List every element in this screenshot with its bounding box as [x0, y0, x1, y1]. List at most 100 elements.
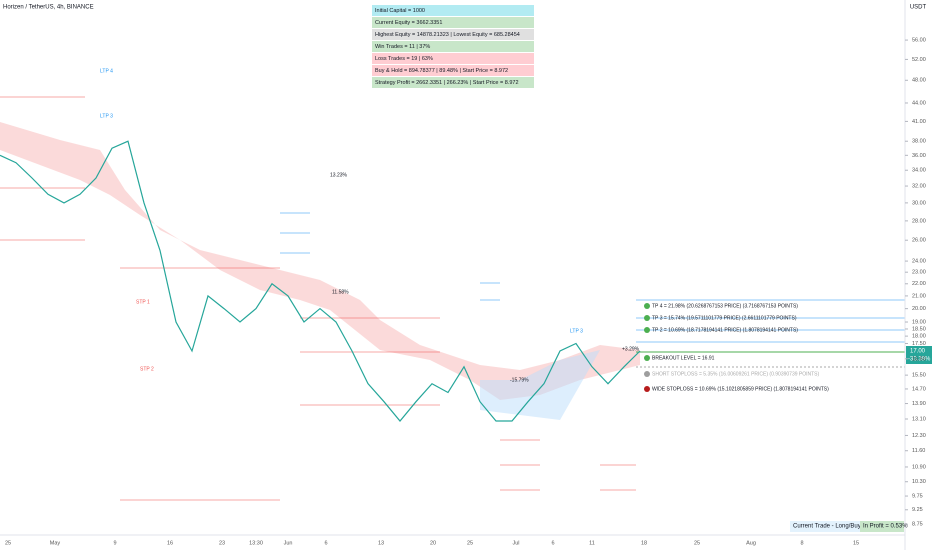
tp-label: WIDE STOPLOSS = 10.69% (15.1021805859 PR… — [652, 386, 829, 392]
y-tick-label: 12.30 — [912, 433, 926, 439]
x-tick-label: 18 — [641, 540, 647, 546]
y-tick-label: 8.75 — [912, 522, 923, 528]
x-tick-label: 16 — [167, 540, 173, 546]
target-lines — [280, 212, 905, 343]
y-tick-label: 9.25 — [912, 507, 923, 513]
price-tag-bg — [906, 355, 932, 364]
price-line — [0, 140, 641, 422]
y-tick-label: 32.00 — [912, 183, 926, 189]
y-tick-label: 23.00 — [912, 270, 926, 276]
y-tick-label: 13.90 — [912, 401, 926, 407]
y-tick-label: 17.50 — [912, 341, 926, 347]
y-tick-label: 26.00 — [912, 238, 926, 244]
chart-title: Horizen / TetherUS, 4h, BINANCE — [3, 5, 94, 11]
y-tick-label: 18.00 — [912, 334, 926, 340]
y-tick-label: 30.00 — [912, 200, 926, 206]
x-tick-label: 25 — [694, 540, 700, 546]
x-tick-label: 23 — [219, 540, 225, 546]
x-tick-label: 25 — [5, 540, 11, 546]
y-tick-label: 10.90 — [912, 464, 926, 470]
stats-row: Initial Capital = 1000 — [375, 8, 425, 14]
tp-label: TP 4 = 21.98% (20.6268767153 PRICE) (3.7… — [652, 303, 798, 309]
tp-dot — [644, 303, 650, 309]
price-tag: -33.38% — [908, 357, 931, 363]
price-tag-bg — [906, 346, 932, 355]
tp-dot — [644, 315, 650, 321]
annotation: STP 2 — [140, 366, 154, 372]
x-tick-label: 6 — [551, 540, 554, 546]
stats-row: Buy & Hold = 894.78377 | 89.48% | Start … — [375, 68, 508, 74]
tp-label: BREAKOUT LEVEL = 16.91 — [652, 355, 715, 361]
stats-row-bg — [372, 53, 534, 64]
y-tick-label: 11.60 — [912, 448, 925, 454]
x-tick-label: 13 — [378, 540, 384, 546]
annotation: LTP 3 — [100, 113, 113, 119]
y-tick-label: 28.00 — [912, 218, 926, 224]
annotation: STP 1 — [136, 299, 150, 305]
y-tick-label: 44.00 — [912, 100, 926, 106]
footer-bg — [790, 521, 860, 532]
y-tick-label: 36.00 — [912, 153, 926, 159]
footer-bg — [860, 521, 904, 532]
x-tick-label: May — [50, 540, 61, 546]
x-tick-label: 13:30 — [249, 540, 263, 546]
tp-label: TP 2 = 10.69% (18.7178194141 PRICE) (1.8… — [652, 327, 798, 333]
y-tick-label: 34.00 — [912, 168, 926, 174]
stats-row: Current Equity = 3662.3351 — [375, 20, 442, 26]
annotation: 11.58% — [332, 289, 349, 295]
y-tick-label: 24.00 — [912, 259, 926, 265]
y-tick-label: 48.00 — [912, 78, 926, 84]
x-tick-label: 6 — [324, 540, 327, 546]
y-tick-label: 15.50 — [912, 373, 926, 379]
tp-dot — [644, 386, 650, 392]
tp-dot — [644, 371, 650, 377]
y-tick-label: 38.00 — [912, 139, 926, 145]
annotation: 13.23% — [330, 172, 348, 178]
y-tick-label: 10.30 — [912, 479, 926, 485]
x-tick-label: 25 — [467, 540, 473, 546]
unit-label: USDT — [910, 5, 927, 11]
stats-row: Win Trades = 11 | 37% — [375, 44, 430, 50]
y-tick-label: 21.00 — [912, 293, 926, 299]
annotation: LTP 3 — [570, 328, 583, 334]
stats-row-bg — [372, 17, 534, 28]
stats-row: Loss Trades = 19 | 63% — [375, 56, 433, 62]
long-zone — [480, 350, 600, 420]
x-tick-label: 20 — [430, 540, 436, 546]
x-tick-label: 8 — [800, 540, 803, 546]
stats-row-bg — [372, 41, 534, 52]
stats-row: Strategy Profit = 2662.3351 | 266.23% | … — [375, 80, 519, 86]
stats-row-bg — [372, 65, 534, 76]
stats-row: Highest Equity = 14878.21323 | Lowest Eq… — [375, 32, 520, 38]
annotation: +3.29% — [622, 346, 640, 352]
x-tick-label: 9 — [113, 540, 116, 546]
tp-label: SHORT STOPLOSS = 5.35% (16.00609261 PRIC… — [652, 371, 820, 377]
price-tag: 17.00 — [910, 349, 926, 355]
y-tick-label: 56.00 — [912, 38, 926, 44]
y-tick-label: 18.50 — [912, 326, 926, 332]
x-tick-label: 15 — [853, 540, 859, 546]
stats-row-bg — [372, 77, 534, 88]
footer-profit: In Profit = 0.53% — [863, 524, 908, 530]
y-tick-label: 14.70 — [912, 386, 926, 392]
y-tick-label: 52.00 — [912, 57, 926, 63]
tp-dot — [644, 355, 650, 361]
stats-row-bg — [372, 5, 534, 16]
x-tick-label: 11 — [589, 540, 595, 546]
stats-row-bg — [372, 29, 534, 40]
y-tick-label: 22.00 — [912, 281, 926, 287]
level-lines — [0, 96, 636, 501]
y-tick-label: 13.10 — [912, 416, 926, 422]
annotation: LTP 4 — [100, 68, 113, 74]
x-tick-label: Aug — [746, 540, 756, 546]
tp-dot — [644, 327, 650, 333]
y-tick-label: 41.00 — [912, 119, 926, 125]
y-tick-label: 9.75 — [912, 494, 923, 500]
y-tick-label: 19.00 — [912, 319, 926, 325]
annotation: -15.79% — [510, 377, 529, 383]
y-tick-label: 20.00 — [912, 306, 926, 312]
x-tick-label: Jul — [512, 540, 519, 546]
